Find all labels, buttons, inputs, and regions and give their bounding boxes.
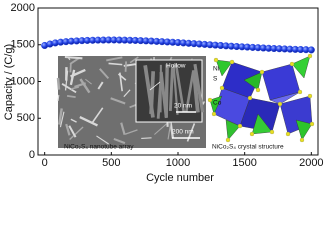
nanotube: [96, 135, 109, 145]
x-tick-label: 1500: [232, 157, 256, 169]
atom: [249, 131, 255, 137]
nanotube: [120, 122, 126, 136]
tem-tube: [143, 65, 155, 118]
atom: [207, 97, 213, 103]
atom: [213, 57, 219, 63]
nanotube: [125, 129, 138, 135]
atom: [307, 93, 313, 99]
inset-images: [56, 53, 315, 148]
tem-tube: [184, 71, 195, 113]
y-tick-label: 2000: [11, 2, 35, 14]
atom: [309, 121, 315, 127]
nanotube: [66, 94, 76, 98]
nanotube: [69, 69, 76, 86]
x-tick-label: 500: [102, 157, 120, 169]
tem-tube: [172, 65, 179, 115]
nanotube: [91, 107, 104, 124]
nanotube: [141, 137, 152, 139]
nanotube: [70, 118, 77, 123]
y-axis-label: Capacity / (C/g): [3, 44, 15, 120]
annotation: Hollow: [166, 63, 186, 70]
atom: [225, 137, 231, 143]
atom: [289, 61, 295, 67]
nanotube: [70, 86, 79, 90]
nanotube: [113, 137, 126, 145]
x-tick-label: 2000: [299, 157, 323, 169]
nanotube: [68, 125, 77, 138]
tem-tube: [174, 63, 185, 113]
nanotube: [167, 121, 172, 140]
annotation: NiCo₂S₄ crystal structure: [212, 144, 284, 151]
y-tick-label: 0: [29, 149, 35, 161]
annotation: Ni: [213, 66, 219, 73]
atom: [211, 111, 217, 117]
y-tick-label: 500: [17, 112, 35, 124]
atom: [219, 85, 225, 91]
nanotube: [154, 122, 168, 135]
x-tick-label: 0: [42, 157, 48, 169]
atom: [247, 95, 253, 101]
nanotube: [129, 56, 139, 64]
nanotube: [64, 55, 83, 60]
atom: [299, 137, 305, 143]
nanotube: [65, 123, 71, 136]
nanotube: [79, 78, 91, 94]
tem-tube: [193, 63, 205, 113]
tem-tube: [191, 70, 200, 113]
annotation: S: [213, 76, 218, 83]
nanotube: [117, 73, 127, 81]
nanotube: [56, 77, 61, 90]
nanotube: [69, 126, 84, 141]
atom: [285, 131, 291, 137]
x-tick-label: 1000: [166, 157, 190, 169]
atom: [229, 59, 235, 65]
nanotube: [58, 108, 63, 125]
nanotube: [106, 56, 123, 62]
nanotube: [61, 83, 77, 94]
nanotube: [123, 89, 131, 98]
tem-texture: [143, 63, 205, 119]
tem-tube: [168, 67, 174, 111]
atom: [237, 123, 243, 129]
atom: [269, 129, 275, 135]
atom: [307, 53, 313, 59]
annotation: 200 nm: [172, 129, 194, 136]
nanotube: [85, 78, 92, 85]
y-tick-label: 1500: [11, 39, 35, 51]
atom: [255, 87, 261, 93]
annotation: NiCo₂S₄ nanotube array: [64, 144, 134, 151]
arrow: [149, 81, 161, 91]
atom: [277, 101, 283, 107]
nanotube: [59, 111, 65, 128]
annotation: 20 nm: [174, 103, 192, 110]
atoms: [207, 53, 315, 143]
plot-area: [41, 36, 315, 54]
nanotube: [57, 94, 60, 101]
nanotube: [74, 82, 86, 88]
nanotube: [79, 116, 98, 127]
nanotube: [124, 61, 128, 72]
annotation: Co: [213, 100, 222, 107]
x-axis-label: Cycle number: [146, 172, 214, 184]
atom: [297, 89, 303, 95]
nanotube: [97, 81, 104, 90]
nanotube: [99, 68, 110, 80]
crystal: [209, 55, 313, 141]
data-point: [307, 46, 315, 54]
nanotube: [110, 97, 126, 105]
nanotube: [108, 62, 123, 66]
atom: [259, 69, 265, 75]
y-tick-label: 1000: [11, 75, 35, 87]
chart: Cycle number Capacity / (C/g) Hollow 20 …: [3, 2, 324, 184]
tem-tube: [164, 64, 169, 118]
